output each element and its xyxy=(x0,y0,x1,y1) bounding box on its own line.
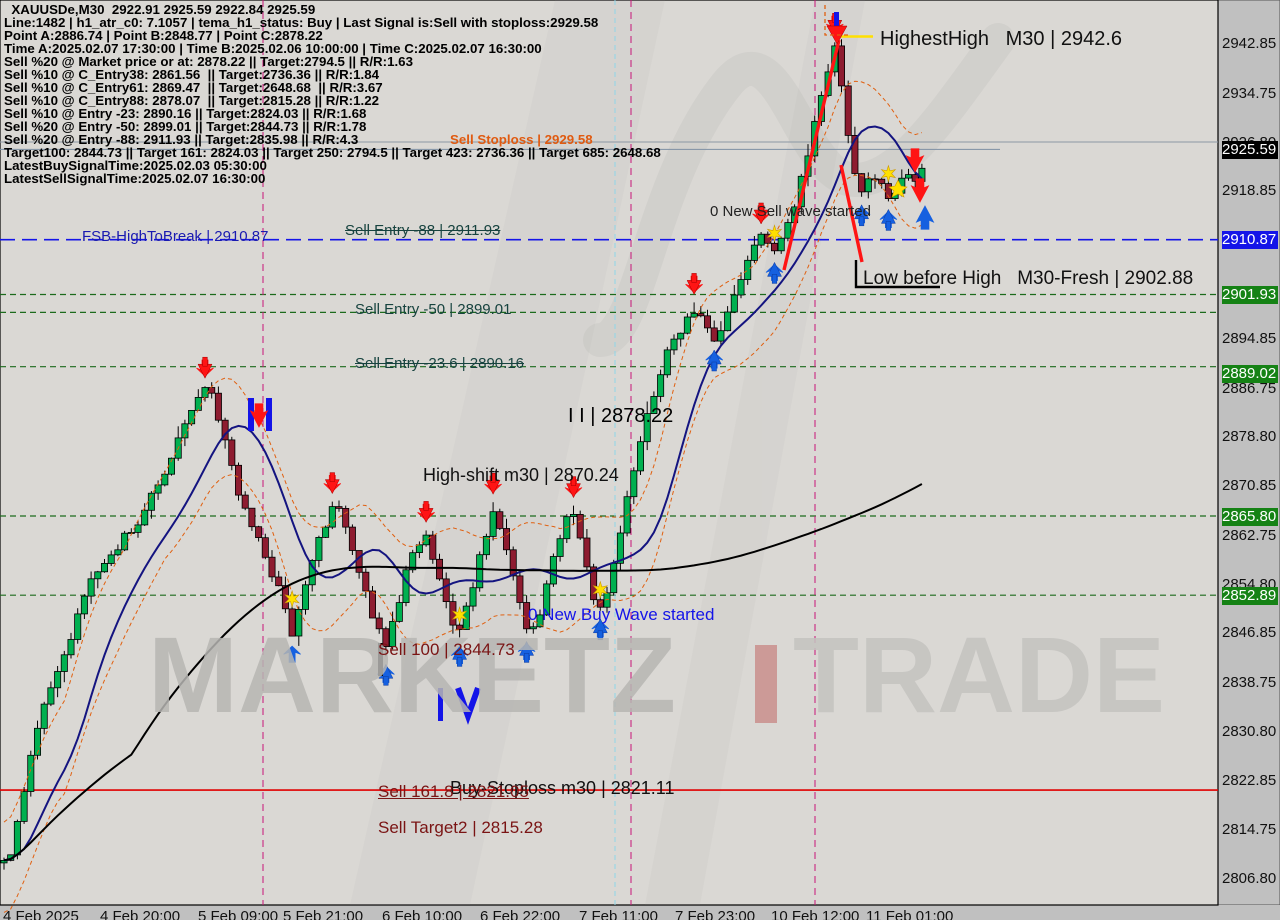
svg-text:MARKETZ: MARKETZ xyxy=(148,614,676,735)
svg-text:TRADE: TRADE xyxy=(793,614,1165,735)
